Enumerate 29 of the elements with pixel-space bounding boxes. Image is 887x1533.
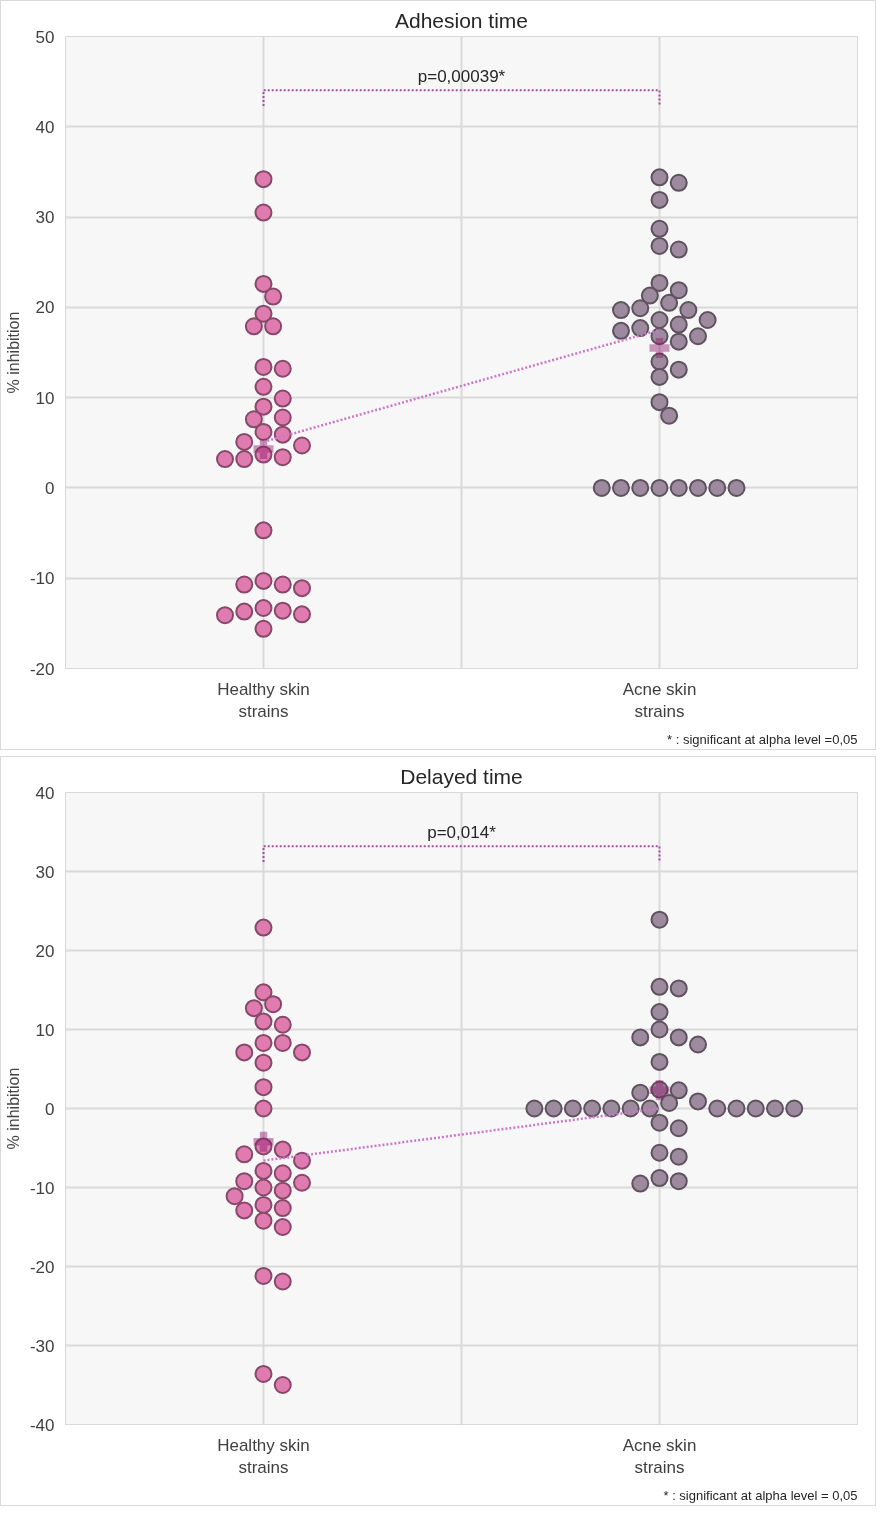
- y-axis-title: % inhibition: [4, 1067, 22, 1150]
- text: * : significant at alpha level =0,05: [667, 731, 858, 747]
- annotation: p=0,014*: [427, 823, 497, 843]
- text: * : significant at alpha level = 0,05: [663, 1487, 858, 1503]
- annotation: p=0,00039*: [417, 67, 506, 87]
- y-tick-label: 40: [35, 783, 55, 803]
- x-tick-label: Healthy skin strains: [217, 679, 310, 722]
- y-tick-label: -20: [29, 659, 55, 679]
- x-tick-label: Acne skin strains: [622, 679, 697, 722]
- y-tick-label: -10: [29, 1178, 55, 1198]
- y-tick-label: 50: [35, 27, 55, 47]
- y-tick-label: 10: [35, 388, 55, 408]
- y-tick-label: -10: [29, 569, 55, 589]
- y-tick-label: -30: [29, 1336, 55, 1356]
- y-tick-label: 30: [35, 208, 55, 228]
- y-tick-label: 20: [35, 941, 55, 961]
- x-tick-label: Acne skin strains: [622, 1435, 697, 1478]
- chart-title: Adhesion time: [394, 8, 529, 32]
- y-tick-label: 40: [35, 117, 55, 137]
- y-tick-label: 0: [45, 478, 55, 498]
- y-axis-title: % inhibition: [4, 311, 22, 394]
- y-tick-label: 30: [35, 862, 55, 882]
- y-tick-label: -20: [29, 1257, 55, 1277]
- y-tick-label: 10: [35, 1020, 55, 1040]
- y-tick-label: 0: [45, 1099, 55, 1119]
- x-tick-label: Healthy skin strains: [217, 1435, 310, 1478]
- chart-title: Delayed time: [400, 764, 523, 788]
- y-tick-label: 20: [35, 298, 55, 318]
- y-tick-label: -40: [29, 1415, 55, 1435]
